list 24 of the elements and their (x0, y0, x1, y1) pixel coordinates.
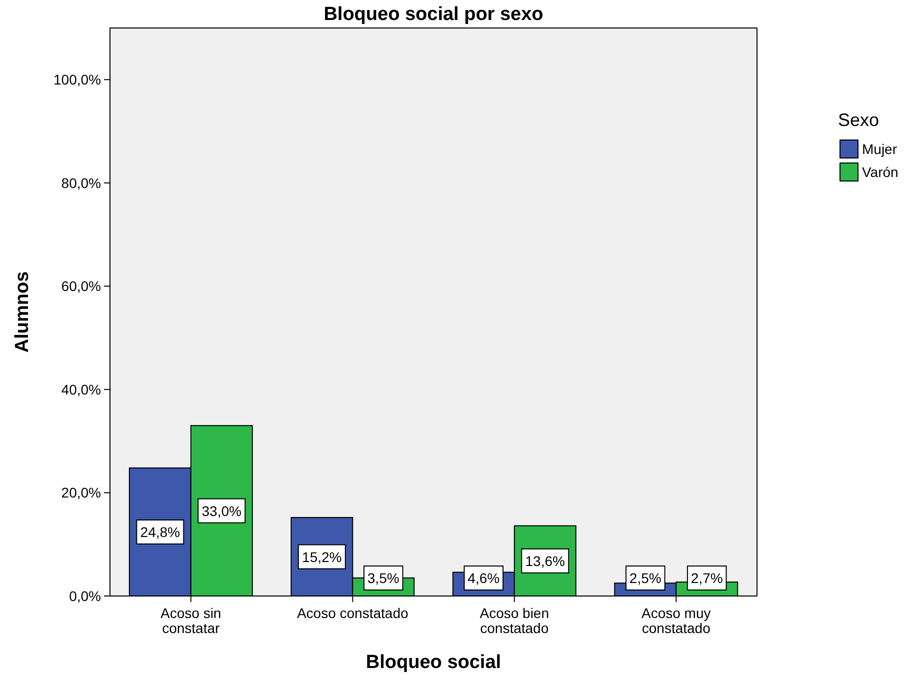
data-label: 4,6% (468, 570, 500, 586)
y-tick-label: 100,0% (54, 72, 101, 88)
data-label: 13,6% (525, 552, 565, 569)
y-tick-label: 80,0% (61, 174, 101, 191)
y-tick-label: 60,0% (61, 278, 101, 294)
data-label: 2,5% (629, 570, 662, 586)
x-tick-label: Acoso muy constatado (642, 605, 711, 636)
data-label: 2,7% (690, 570, 723, 586)
x-axis-title: Bloqueo social (366, 652, 502, 673)
y-tick-label: 40,0% (61, 381, 101, 398)
legend-title: Sexo (838, 110, 880, 130)
data-label: 33,0% (202, 502, 242, 519)
legend-label: Varón (862, 164, 898, 180)
legend-label: Mujer (862, 141, 898, 157)
data-label: 15,2% (302, 548, 342, 565)
x-tick-label: Acoso sin constatar (160, 605, 222, 636)
y-tick-label: 20,0% (61, 484, 101, 501)
data-label: 24,8% (140, 524, 180, 540)
y-axis-title: Alumnos (12, 271, 33, 353)
data-label: 3,5% (367, 570, 400, 586)
x-tick-label: Acoso constatado (296, 605, 408, 621)
y-tick-label: 0,0% (69, 588, 101, 604)
chart-title: Bloqueo social por sexo (324, 4, 544, 25)
x-tick-label: Acoso bien constatado (480, 605, 550, 636)
